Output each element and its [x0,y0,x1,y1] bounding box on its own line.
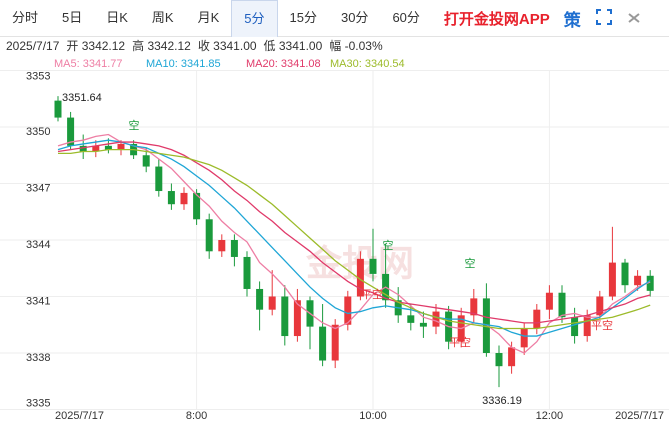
info-text: 高 3342.12 [132,38,191,53]
info-text: 低 3341.00 [264,39,323,53]
candle-body [634,275,642,286]
candle-body [67,117,75,146]
tab[interactable]: 15分 [289,10,317,25]
candle-body [180,192,188,205]
y-tick-label: 3335 [26,397,50,409]
toolbar-icons[interactable] [595,8,655,28]
candle-body [520,328,528,348]
candle-body [104,145,112,150]
candle-body [167,191,175,205]
candle-body [79,145,87,152]
legend-entry: MA30: 3340.54 [330,58,405,70]
candle-body [533,309,541,329]
y-tick-label: 3341 [26,295,50,307]
candle-body [230,240,238,257]
x-tick-label: 2025/7/17 [615,410,664,422]
tab[interactable]: 5分 [231,0,278,37]
candle-body [293,300,301,337]
candle-body [419,322,427,327]
candle-body [432,311,440,327]
high-label: 3351.64 [62,92,102,104]
strategy-button[interactable]: 策 [563,10,581,30]
tab[interactable]: 周K [151,10,174,25]
tab[interactable]: 月K [197,10,220,25]
tab[interactable]: 日K [106,10,128,25]
candle-body [369,258,377,274]
chart: 2025/7/17 开 3342.12 高 3342.12 收 3341.00 低 33… [0,38,669,422]
candle-body [256,288,264,310]
candle-body [243,256,251,289]
toolbar: 分时 5日 日K 周K 月K 5分 15分 30分 60分 打开金投网APP 策 [0,0,669,37]
y-tick-label: 3338 [26,352,50,364]
y-tick-label: 3344 [26,239,50,251]
trade-marker: 空 [383,238,394,252]
candle-body [331,324,339,361]
tab[interactable]: 30分 [340,10,369,25]
x-tick-label: 10:00 [359,410,387,422]
candle-body [646,275,654,291]
candle-body [155,166,163,192]
trade-marker: 空 [465,256,476,270]
candle-body [608,262,616,297]
legend-entry: MA20: 3341.08 [246,58,321,70]
candle-body [117,143,125,150]
legend-entry: MA5: 3341.77 [54,58,123,70]
info-text: 收 3341.00 [198,39,257,53]
legend-entry: MA10: 3341.85 [146,58,221,70]
candle-body [205,219,213,252]
candle-body [495,353,503,367]
candle-body [482,298,490,353]
x-tick-label: 2025/7/17 [55,410,104,422]
low-label: 3336.19 [482,395,522,407]
candle-body [583,315,591,337]
candle-body [193,192,201,220]
ma-line [57,133,651,354]
candle-body [92,145,100,152]
candle-body [268,296,276,310]
ma-line [58,148,651,330]
tab[interactable]: 5日 [62,10,83,25]
y-tick-label: 3347 [26,182,50,194]
y-tick-label: 3350 [26,126,50,138]
info-text: 2025/7/17 [6,39,60,53]
candle-body [545,292,553,310]
trade-marker: 平空 [361,287,383,301]
candle-body [558,292,566,318]
x-tick-label: 8:00 [186,410,207,422]
info-text: 幅 -0.03% [329,38,383,53]
candle-body [508,347,516,367]
y-tick-label: 3353 [26,70,50,82]
candle-body [407,315,415,323]
candle-body [571,317,579,337]
candle-body [356,258,364,297]
candle-body [54,100,62,118]
ma-line [57,141,651,324]
candle-body [596,296,604,316]
candle-body [142,155,150,167]
candle-body [470,298,478,316]
tab[interactable]: 60分 [392,10,420,25]
trade-marker: 平空 [449,335,471,349]
candle-body [344,296,352,325]
tab[interactable]: 分时 [12,10,39,25]
trade-marker: 空 [129,118,140,132]
candle-body [319,326,327,361]
trade-marker: 平空 [591,318,613,332]
candle-body [621,262,629,286]
info-text: 开 3342.12 [66,39,125,53]
x-tick-label: 12:00 [536,410,564,422]
candle-body [218,240,226,252]
app-link[interactable]: 打开金投网APP [443,10,550,28]
candle-body [281,296,289,337]
